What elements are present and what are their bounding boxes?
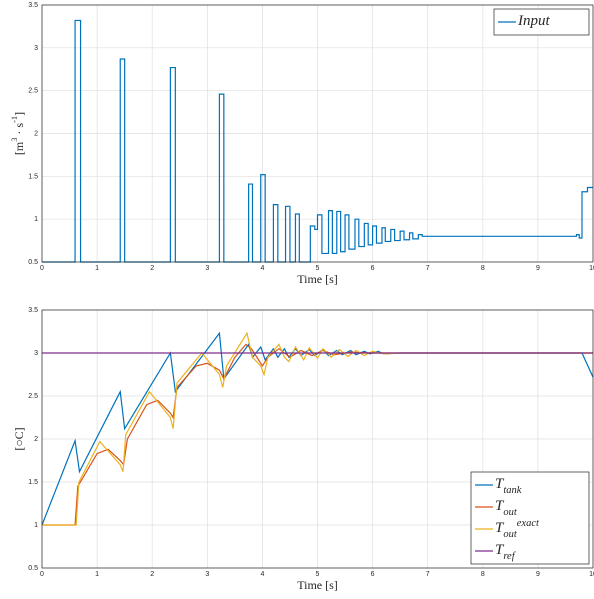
- y-tick-label: 1: [34, 216, 38, 223]
- x-tick-label: 8: [481, 571, 485, 578]
- x-tick-label: 7: [426, 265, 430, 272]
- x-tick-label: 2: [150, 571, 154, 578]
- x-tick-label: 4: [260, 265, 264, 272]
- x-tick-label: 10: [589, 571, 594, 578]
- y-tick-label: 3: [34, 45, 38, 52]
- x-tick-label: 0: [40, 571, 44, 578]
- legend-label: Ttank: [495, 476, 522, 495]
- x-tick-label: 2: [150, 265, 154, 272]
- data-line: [42, 343, 593, 526]
- legend: Input: [493, 8, 590, 36]
- legend-label: Input: [517, 13, 550, 29]
- legend-label: Tref: [495, 542, 517, 561]
- y-tick-label: 3: [34, 350, 38, 357]
- x-tick-label: 0: [40, 265, 44, 272]
- y-tick-label: 1.5: [28, 173, 38, 180]
- axes-box: [41, 309, 594, 569]
- x-tick-label: 8: [481, 265, 485, 272]
- legend-label: Toutexact: [495, 518, 540, 540]
- y-axis-label: [○C]: [12, 427, 26, 450]
- y-tick-label: 2.5: [28, 393, 38, 400]
- y-tick-label: 3.5: [28, 307, 38, 314]
- data-line: [42, 331, 593, 526]
- x-tick-label: 1: [95, 265, 99, 272]
- x-tick-label: 7: [426, 571, 430, 578]
- x-tick-label: 4: [260, 571, 264, 578]
- x-tick-label: 6: [371, 571, 375, 578]
- x-axis-label: Time [s]: [297, 272, 338, 286]
- x-tick-label: 9: [536, 571, 540, 578]
- x-tick-label: 3: [205, 265, 209, 272]
- y-tick-label: 0.5: [28, 565, 38, 572]
- legend-label: Tout: [495, 498, 518, 517]
- x-tick-label: 1: [95, 571, 99, 578]
- x-axis-label: Time [s]: [297, 578, 338, 592]
- y-axis-label: [m3 · s-1]: [10, 112, 25, 155]
- x-tick-label: 9: [536, 265, 540, 272]
- subplot: 0 1 2 3 4 5 6 7 8 9 10 0.5 1 1.5 2 2.5 3 3.5 Time [s] [○C] T…: [12, 307, 594, 592]
- x-tick-label: 5: [316, 265, 320, 272]
- y-tick-label: 2: [34, 436, 38, 443]
- x-tick-label: 10: [589, 265, 594, 272]
- x-tick-label: 5: [316, 571, 320, 578]
- axes-box: [41, 4, 594, 263]
- y-tick-label: 0.5: [28, 259, 38, 266]
- y-tick-label: 2.5: [28, 88, 38, 95]
- y-tick-label: 2: [34, 130, 38, 137]
- subplot: 0 1 2 3 4 5 6 7 8 9 10 0.5 1 1.5 2 2.5 3 3.5 Time [s] [m3 ·…: [10, 2, 594, 286]
- y-tick-label: 3.5: [28, 2, 38, 9]
- legend-box: [470, 471, 590, 565]
- y-tick-label: 1.5: [28, 479, 38, 486]
- x-tick-label: 6: [371, 265, 375, 272]
- x-tick-label: 3: [205, 571, 209, 578]
- y-tick-label: 1: [34, 522, 38, 529]
